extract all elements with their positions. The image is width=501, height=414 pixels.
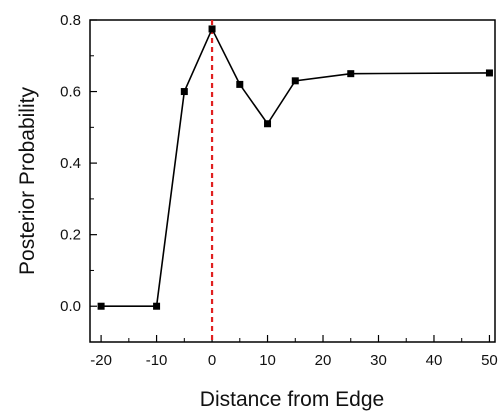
x-tick-label: 50: [481, 352, 498, 369]
data-point: [347, 70, 355, 78]
plot-frame: [89, 19, 496, 343]
data-point: [153, 302, 161, 310]
y-tick-label: 0.6: [60, 84, 81, 101]
data-point: [291, 77, 299, 85]
x-tick-label: 0: [208, 352, 216, 369]
x-tick-label: -10: [146, 352, 168, 369]
y-tick-label: 0.8: [60, 12, 81, 29]
x-tick-label: 10: [259, 352, 276, 369]
x-tick-label: 20: [315, 352, 332, 369]
x-tick-label: -20: [90, 352, 112, 369]
data-point: [97, 302, 105, 310]
x-tick-label: 40: [426, 352, 443, 369]
series-line: [101, 27, 490, 308]
data-point: [264, 120, 272, 128]
series-group: [97, 25, 493, 310]
axis-ticks: -20 -10 0 10 20 30 40 50 0.0 0.2 0.4 0.6 0.8: [60, 12, 498, 369]
y-tick-label: 0.0: [60, 298, 81, 315]
x-tick-label: 30: [370, 352, 387, 369]
data-point: [180, 88, 188, 96]
x-axis-title: Distance from Edge: [200, 388, 384, 411]
y-axis-title: Posterior Probability: [16, 87, 39, 275]
y-tick-label: 0.2: [60, 227, 81, 244]
y-tick-label: 0.4: [60, 155, 81, 172]
data-point: [208, 25, 216, 33]
data-point: [485, 69, 493, 77]
data-point: [236, 80, 244, 88]
